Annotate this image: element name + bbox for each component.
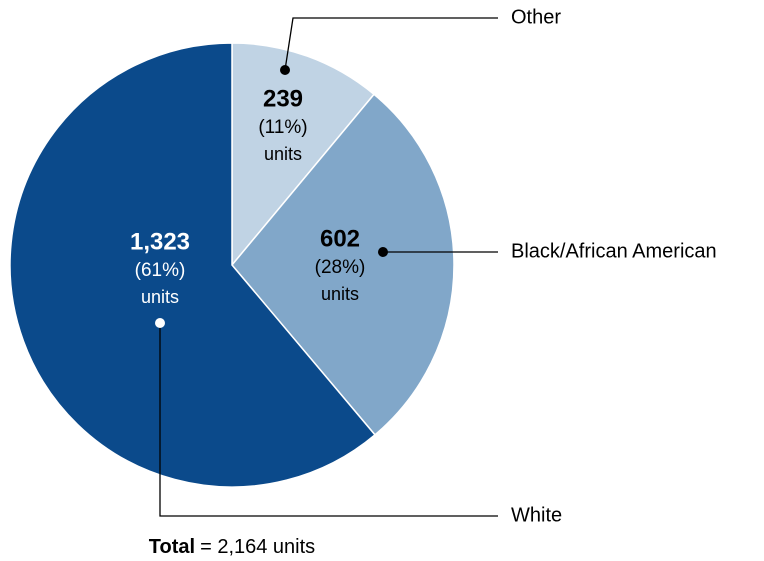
leader-dot	[155, 318, 165, 328]
unit-label: units	[264, 144, 302, 164]
unit-label: units	[321, 284, 359, 304]
leader-line	[159, 323, 498, 517]
percent-label: (28%)	[315, 257, 366, 278]
percent-label: (61%)	[135, 260, 186, 281]
category-label: Other	[511, 6, 561, 28]
leader-dot	[378, 247, 388, 257]
value-label: 1,323	[130, 228, 190, 255]
unit-label: units	[141, 287, 179, 307]
value-label: 239	[263, 85, 303, 112]
pie-slice	[9, 42, 377, 488]
pie-slice	[231, 93, 455, 436]
value-label: 602	[320, 225, 360, 252]
leader-dot	[280, 65, 290, 75]
percent-label: (11%)	[258, 117, 307, 138]
category-label: White	[511, 504, 562, 526]
total-text: = 2,164 units	[200, 536, 315, 558]
total-note: Total = 2,164 units	[149, 536, 315, 558]
leader-line	[284, 17, 498, 71]
pie-slice	[231, 42, 376, 268]
category-label: Black/African American	[511, 240, 717, 262]
total-label: Total	[149, 536, 195, 558]
